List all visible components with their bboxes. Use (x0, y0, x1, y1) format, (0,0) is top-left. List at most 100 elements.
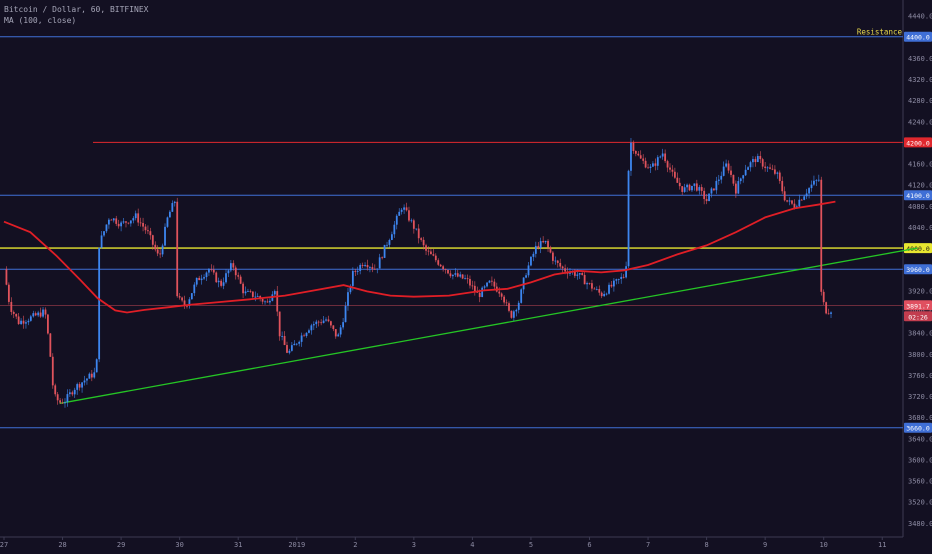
candle-body (110, 219, 113, 221)
candle-body (164, 226, 166, 246)
price-tick-label: 3720.0 (908, 393, 932, 401)
candle-body (459, 274, 462, 277)
candle-body (430, 251, 432, 255)
resistance-label: Resistance (857, 28, 903, 37)
candle-body (15, 313, 18, 317)
candle-body (625, 266, 627, 278)
candle-body (47, 314, 49, 334)
candle-body (486, 282, 488, 287)
candle-body (54, 385, 57, 395)
candle-body (647, 167, 649, 169)
candle-body (666, 161, 669, 168)
candle-body (115, 218, 118, 224)
price-tick-label: 3920.0 (908, 287, 932, 295)
candle-body (756, 156, 759, 163)
level-price-label: 4100.0 (906, 192, 930, 200)
candle-body (293, 343, 296, 346)
candle-body (534, 245, 537, 254)
price-tick-label: 3560.0 (908, 478, 932, 486)
candle-body (612, 280, 615, 287)
candle-body (427, 250, 430, 252)
candle-body (7, 284, 10, 302)
candle-body (78, 384, 81, 388)
candle-body (195, 277, 198, 285)
candle-body (22, 320, 25, 324)
candle-body (342, 322, 345, 328)
candle-body (303, 335, 305, 337)
candle-body (676, 177, 679, 183)
candle-body (90, 373, 93, 378)
candle-body (264, 301, 266, 303)
candle-body (359, 265, 362, 271)
candle-body (649, 166, 652, 168)
candle-body (281, 336, 284, 337)
candle-body (59, 400, 62, 403)
candle-body (232, 263, 235, 268)
candle-body (20, 320, 22, 325)
candle-body (76, 384, 79, 390)
candle-body (129, 220, 132, 224)
candle-body (81, 382, 83, 388)
candle-body (473, 285, 476, 292)
candle-body (151, 235, 154, 245)
candle-body (688, 184, 691, 191)
price-tick-label: 4280.0 (908, 97, 932, 105)
price-tick-label: 4440.0 (908, 13, 932, 21)
candle-body (339, 327, 342, 335)
candle-body (554, 260, 557, 262)
candle-body (95, 359, 98, 373)
candle-body (32, 313, 35, 317)
candle-body (456, 273, 459, 277)
level-price-badge (904, 264, 932, 275)
level-price-badge (904, 31, 932, 42)
candle-body (754, 159, 757, 163)
indicator-label: MA (100, close) (4, 16, 77, 25)
candle-body (373, 268, 376, 270)
candle-body (788, 200, 791, 202)
candle-body (298, 341, 301, 344)
candle-body (86, 378, 88, 381)
candle-body (693, 183, 696, 186)
candle-body (183, 300, 186, 306)
candle-body (93, 372, 96, 378)
candle-body (269, 300, 271, 303)
candle-body (632, 142, 635, 152)
candle-body (66, 394, 69, 403)
candle-body (503, 296, 506, 303)
candle-body (520, 289, 523, 303)
candle-body (412, 220, 415, 229)
candle-body (778, 172, 781, 181)
candle-body (325, 319, 327, 321)
time-tick-label: 5 (529, 541, 533, 549)
candle-body (366, 264, 369, 268)
candle-body (125, 221, 127, 223)
price-tick-label: 4120.0 (908, 182, 932, 190)
level-price-badge (904, 190, 932, 201)
candle-body (242, 283, 244, 294)
candle-body (710, 188, 713, 194)
level-price-label: 3660.0 (906, 425, 930, 433)
candle-body (105, 224, 108, 232)
candle-body (539, 241, 542, 248)
candle-body (390, 234, 393, 240)
candle-body (734, 183, 737, 194)
candle-body (73, 389, 76, 395)
candle-body (578, 273, 581, 275)
candle-body (742, 175, 745, 179)
candle-body (222, 282, 225, 286)
candle-body (559, 262, 562, 267)
candle-body (478, 292, 481, 297)
candle-body (251, 291, 254, 297)
candle-body (510, 310, 513, 318)
time-tick-label: 2 (353, 541, 357, 549)
candle-body (415, 228, 418, 230)
candle-body (393, 224, 396, 235)
candle-body (527, 265, 530, 276)
candle-body (595, 289, 598, 290)
candle-body (381, 257, 384, 259)
candle-body (727, 163, 730, 171)
candle-body (661, 153, 664, 157)
candle-body (276, 291, 279, 312)
